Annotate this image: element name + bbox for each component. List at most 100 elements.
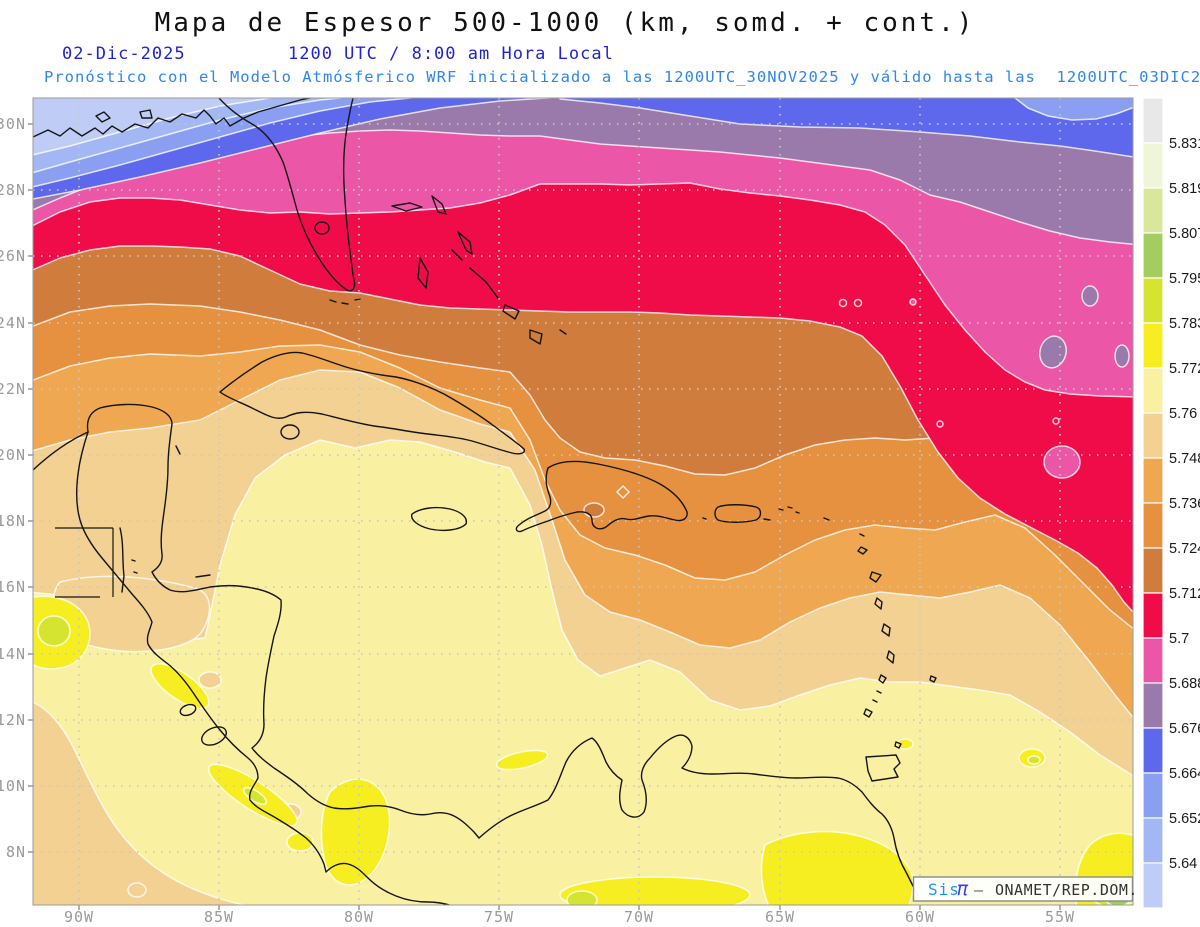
- lon-ticks: [78, 905, 1061, 910]
- cuba-coastline: [219, 351, 526, 455]
- colorbar-label: 5.736: [1169, 496, 1200, 512]
- cozumel-island: [175, 445, 181, 455]
- yellow-strip-south-center: [559, 876, 751, 905]
- green-spot-west-edge: [37, 615, 71, 647]
- lat-label: 12N: [0, 711, 26, 729]
- colorbar-swatch: [1142, 277, 1164, 324]
- contour-diamond-hispaniola: [616, 485, 630, 499]
- lon-label: 80W: [344, 908, 374, 926]
- lat-label: 28N: [0, 181, 26, 199]
- colorbar-swatch: [1142, 187, 1164, 234]
- colombia-venezuela-coast: [478, 734, 919, 897]
- lat-label: 22N: [0, 380, 26, 398]
- mauve-island-east-1: [1039, 335, 1067, 369]
- hispaniola-coastline: [515, 460, 688, 533]
- page-title: Mapa de Espesor 500-1000 (km, somd. + co…: [154, 8, 976, 38]
- watermark-brand: Sis: [928, 880, 960, 899]
- isle-of-youth: [280, 424, 300, 440]
- red-dot-4: [1052, 417, 1060, 425]
- band-5664-5676-right: [559, 98, 1133, 158]
- lon-axis: 90W 85W 80W 75W 70W 65W 60W 55W: [64, 908, 1075, 926]
- tan-spot-nicaragua-highland: [198, 671, 222, 689]
- contour-field: [33, 98, 1133, 905]
- green-spot-colombia-venezuela: [1027, 755, 1041, 765]
- watermark-org: ONAMET/REP.DOM.: [995, 881, 1138, 899]
- valid-time-label: 1200 UTC / 8:00 am Hora Local: [288, 44, 614, 64]
- red-dot-2: [853, 298, 863, 308]
- colorbar-label: 5.819: [1169, 181, 1200, 197]
- coastlines: [33, 98, 937, 905]
- colorbar-swatch: [1142, 502, 1164, 549]
- colorbar-swatch: [1142, 772, 1164, 819]
- colorbar-label: 5.783: [1169, 316, 1200, 332]
- lat-label: 26N: [0, 247, 26, 265]
- lon-label: 55W: [1045, 908, 1075, 926]
- yellow-patch-nicaragua: [150, 663, 210, 709]
- gulf-coast-line: [33, 98, 311, 138]
- colorbar-label: 5.7: [1169, 631, 1189, 647]
- louisiana-lakes: [95, 109, 153, 123]
- lon-label: 90W: [64, 908, 94, 926]
- roatan-island: [195, 574, 211, 578]
- mauve-island-east-3: [1081, 285, 1099, 307]
- lon-label: 85W: [204, 908, 234, 926]
- colorbar-label: 5.795: [1169, 271, 1200, 287]
- colorbar-label: 5.652: [1169, 811, 1200, 827]
- lake-okeechobee: [314, 221, 330, 235]
- colorbar-swatch: [1142, 547, 1164, 594]
- lon-label: 60W: [905, 908, 935, 926]
- lat-label: 20N: [0, 446, 26, 464]
- florida-coastline: [218, 98, 356, 292]
- colorbar-label: 5.831: [1169, 136, 1200, 152]
- date-label: 02-Dic-2025: [62, 44, 186, 64]
- lat-label: 8N: [6, 843, 26, 861]
- yucatan-central-america-caribbean-coast: [86, 403, 480, 839]
- green-spot-south-center: [566, 890, 598, 905]
- florida-keys: [329, 298, 361, 305]
- yellow-spot-panama-west: [286, 832, 314, 852]
- mexico-campeche-coast: [33, 431, 89, 471]
- lat-ticks: [28, 123, 33, 853]
- colorbar-label: 5.676: [1169, 721, 1200, 737]
- colorbar-label: 5.688: [1169, 676, 1200, 692]
- colorbar-label: 5.807: [1169, 226, 1200, 242]
- band-5700-5712: [33, 98, 1133, 613]
- watermark: Sis π – ONAMET/REP.DOM.: [912, 876, 1138, 902]
- colorbar-swatch: [1142, 592, 1164, 639]
- bahamas-islands: [391, 195, 567, 345]
- jamaica-coastline: [411, 506, 468, 532]
- darkorange-spot-hispaniola: [583, 502, 605, 518]
- colorbar-label: 5.748: [1169, 451, 1200, 467]
- yellow-spot-small-east: [896, 738, 914, 750]
- band-below-5640: [33, 98, 278, 156]
- lat-label: 16N: [0, 578, 26, 596]
- forecast-model-label: Pronóstico con el Modelo Atmósferico WRF…: [44, 68, 1200, 86]
- trinidad-coastline: [865, 754, 901, 782]
- puerto-rico-coastline: [714, 504, 762, 523]
- colorbar: 5.831 5.819 5.807 5.795 5.783 5.772 5.76…: [1142, 97, 1200, 909]
- mauve-island-east-2: [1114, 344, 1130, 368]
- colorbar-swatch: [1142, 97, 1164, 144]
- green-spot-costarica: [243, 787, 267, 805]
- pink-pocket-east: [1043, 445, 1081, 479]
- lake-nicaragua: [201, 726, 227, 746]
- belize-coast: [119, 527, 138, 593]
- colorbar-label: 5.724: [1169, 541, 1200, 557]
- yellow-patch-venezuela: [760, 830, 914, 905]
- red-dot-3: [936, 420, 944, 428]
- colorbar-label: 5.772: [1169, 361, 1200, 377]
- colorbar-swatch: [1142, 727, 1164, 774]
- colorbar-swatch: [1142, 142, 1164, 189]
- lat-label: 14N: [0, 645, 26, 663]
- yellow-streak-guajira: [495, 749, 549, 771]
- colorbar-swatch: [1142, 817, 1164, 864]
- lat-label: 10N: [0, 777, 26, 795]
- pacific-coast-central-america: [75, 431, 452, 905]
- watermark-pi-logo: π: [957, 878, 969, 900]
- pink-dot-1: [909, 298, 917, 306]
- colorbar-label: 5.664: [1169, 766, 1200, 782]
- lat-label: 24N: [0, 314, 26, 332]
- lake-managua: [179, 703, 197, 717]
